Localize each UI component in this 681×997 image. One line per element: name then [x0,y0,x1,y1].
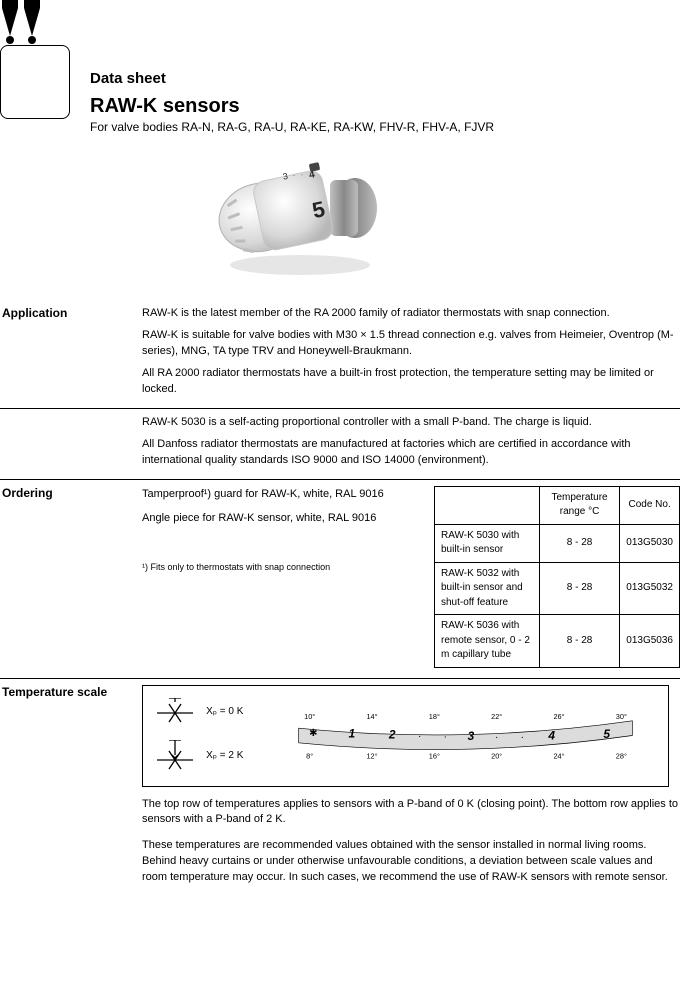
application-p5: All Danfoss radiator thermostats are man… [142,437,680,469]
cell-temp-1: 8 - 28 [539,524,619,562]
valve-symbol-closed-icon [151,698,199,728]
svg-text:10°: 10° [304,712,315,721]
datasheet-label: Data sheet [90,70,166,87]
cell-code-3: 013G5036 [620,615,680,668]
temperature-scale-section: Temperature scale X [0,679,680,897]
cell-temp-2: 8 - 28 [539,562,619,615]
th-code: Code No. [620,486,680,524]
application-section-2: RAW-K 5030 is a self-acting proportional… [0,409,680,479]
svg-text:12°: 12° [366,751,377,760]
cell-code-1: 013G5030 [620,524,680,562]
application-p4: RAW-K 5030 is a self-acting proportional… [142,415,680,431]
product-image: 3 · · 4 5 [200,150,400,280]
cell-code-2: 013G5032 [620,562,680,615]
valve-symbol-open-icon [151,740,199,774]
xp2-row: Xₚ = 2 K [151,740,261,774]
th-temp: Temperature range °C [539,486,619,524]
svg-text:20°: 20° [491,751,502,760]
svg-text:26°: 26° [553,712,564,721]
svg-text:16°: 16° [429,751,440,760]
temperature-scale-box: Xₚ = 0 K [142,685,669,787]
product-title: RAW-K sensors [90,95,240,118]
ordering-line-1: Tamperproof¹) guard for RAW-K, white, RA… [142,486,416,503]
table-header-row: Temperature range °C Code No. [435,486,680,524]
table-row: RAW-K 5036 with remote sensor, 0 - 2 m c… [435,615,680,668]
ordering-left-text: Tamperproof¹) guard for RAW-K, white, RA… [142,486,416,575]
ordering-label: Ordering [0,486,142,500]
svg-text:30°: 30° [616,712,627,721]
cell-desc-2: RAW-K 5032 with built-in sensor and shut… [435,562,540,615]
page-header [0,0,681,45]
ordering-section: Ordering Tamperproof¹) guard for RAW-K, … [0,480,680,678]
product-subtitle: For valve bodies RA-N, RA-G, RA-U, RA-KE… [90,120,494,134]
xp2-label: Xₚ = 2 K [206,750,243,761]
svg-text:28°: 28° [616,751,627,760]
svg-text:✱: ✱ [309,728,317,739]
svg-text:·: · [521,732,524,743]
ordering-footnote: ¹) Fits only to thermostats with snap co… [142,561,416,575]
svg-text:1: 1 [349,726,356,740]
svg-text:22°: 22° [491,712,502,721]
xp-column: Xₚ = 0 K [151,694,261,778]
application-p3: All RA 2000 radiator thermostats have a … [142,366,680,398]
application-body: RAW-K is the latest member of the RA 200… [142,306,680,398]
logo-placeholder-box [0,45,70,119]
cell-desc-3: RAW-K 5036 with remote sensor, 0 - 2 m c… [435,615,540,668]
svg-text:3: 3 [282,171,289,182]
ordering-table: Temperature range °C Code No. RAW-K 5030… [434,486,680,668]
svg-text:·: · [495,732,498,743]
temp-scale-label: Temperature scale [0,685,142,699]
svg-text:·: · [418,731,421,742]
svg-text:4: 4 [547,728,555,742]
xp0-row: Xₚ = 0 K [151,698,261,728]
svg-text:8°: 8° [306,751,313,760]
svg-text:3: 3 [468,729,475,743]
cell-temp-3: 8 - 28 [539,615,619,668]
xp0-label: Xₚ = 0 K [206,706,243,717]
svg-text:14°: 14° [366,712,377,721]
application-section: Application RAW-K is the latest member o… [0,300,680,408]
table-row: RAW-K 5032 with built-in sensor and shut… [435,562,680,615]
curved-scale-chart: 10° 14° 18° 22° 26° 30° 8° 12° 16° 20° 24° 28° ✱ 1 2 · ·… [271,708,660,763]
svg-text:18°: 18° [429,712,440,721]
cell-desc-1: RAW-K 5030 with built-in sensor [435,524,540,562]
prongs-glyph [0,0,46,45]
th-desc [435,486,540,524]
svg-text:5: 5 [603,727,610,741]
svg-text:24°: 24° [553,751,564,760]
temperature-note-2: These temperatures are recommended value… [142,838,680,886]
svg-text:2: 2 [388,727,396,741]
temperature-note-1: The top row of temperatures applies to s… [142,797,680,829]
application-label: Application [0,306,142,320]
ordering-line-3: Angle piece for RAW-K sensor, white, RAL… [142,510,416,527]
application-p2: RAW-K is suitable for valve bodies with … [142,328,680,360]
table-row: RAW-K 5030 with built-in sensor 8 - 28 0… [435,524,680,562]
svg-text:·: · [444,732,447,743]
application-p1: RAW-K is the latest member of the RA 200… [142,306,680,322]
